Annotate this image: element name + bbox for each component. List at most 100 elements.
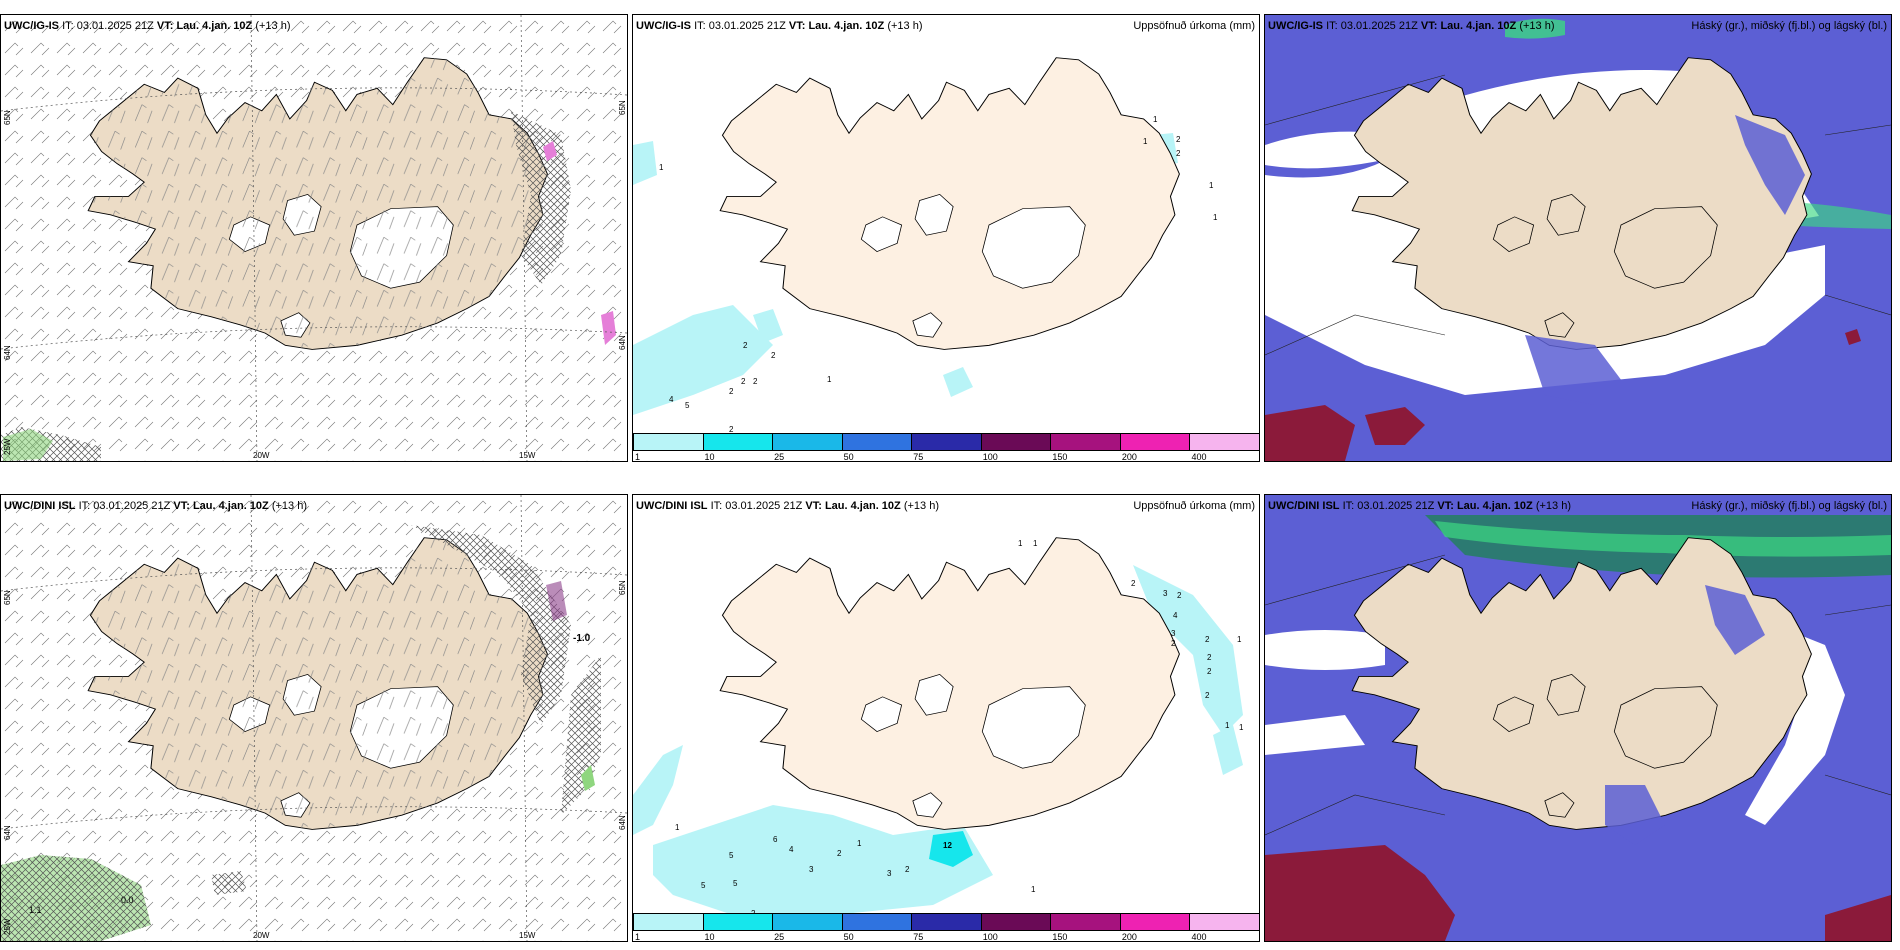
precip-label: 3	[1171, 629, 1176, 638]
colorbar-segment	[1050, 433, 1121, 451]
precip-label: 1	[659, 163, 664, 172]
colorbar-segment	[911, 913, 982, 931]
precip-label: 1	[827, 375, 832, 384]
lon-label-side: 25W	[3, 918, 12, 935]
colorbar-segment	[841, 913, 913, 931]
panel-bottom-left: UWC/DINI ISL IT: 03.01.2025 21Z VT: Lau.…	[0, 494, 628, 942]
colorbar-tick-label: 75	[913, 932, 924, 942]
colorbar-segment	[772, 913, 843, 931]
precip-label: 3	[809, 865, 814, 874]
precip-label: 1	[1239, 723, 1244, 732]
panel-title: UWC/DINI ISL IT: 03.01.2025 21Z VT: Lau.…	[4, 500, 307, 512]
lon-label-side: 25W	[3, 438, 12, 455]
precip-label: 1	[1153, 115, 1158, 124]
colorbar-tick-label: 150	[1052, 452, 1068, 462]
colorbar: 1 10 25 50 75 100 150 200 400	[633, 913, 1259, 941]
colorbar-segment	[911, 433, 982, 451]
lat-label: 64N	[618, 335, 627, 350]
lat-label: 64N	[618, 815, 627, 830]
precip-label: 1	[1213, 213, 1218, 222]
colorbar: 1 10 25 50 75 100 150 200 400	[633, 433, 1259, 461]
precip-label: 2	[837, 849, 842, 858]
precip-label: 2	[905, 865, 910, 874]
product-title: Háský (gr.), miðský (fj.bl.) og lágský (…	[1691, 500, 1887, 512]
panel-title: UWC/DINI ISL IT: 03.01.2025 21Z VT: Lau.…	[636, 500, 939, 512]
precip-label: 3	[1163, 589, 1168, 598]
lat-label: 65N	[618, 580, 627, 595]
precip-label: 1	[1031, 885, 1036, 894]
precip-label: 5	[729, 851, 734, 860]
colorbar-tick-label: 400	[1191, 932, 1207, 942]
colorbar-tick-label: 100	[982, 452, 998, 462]
precip-label: 1	[1143, 137, 1148, 146]
panel-title: UWC/IG-IS IT: 03.01.2025 21Z VT: Lau. 4.…	[636, 20, 923, 32]
precip-label: 2	[1176, 135, 1181, 144]
wind-map	[1, 495, 627, 941]
panel-top-left: UWC/IG-IS IT: 03.01.2025 21Z VT: Lau. 4.…	[0, 14, 628, 462]
precip-label: 6	[773, 835, 778, 844]
precip-map	[633, 57, 1180, 415]
precip-label: 1	[1018, 539, 1023, 548]
precip-label: 2	[1207, 667, 1212, 676]
panel-title: UWC/IG-IS IT: 03.01.2025 21Z VT: Lau. 4.…	[1268, 20, 1555, 32]
colorbar-tick-label: 50	[843, 932, 854, 942]
colorbar-tick-label: 150	[1052, 932, 1068, 942]
precip-label: 2	[1171, 639, 1176, 648]
colorbar-segment	[633, 433, 704, 451]
colorbar-segment	[702, 433, 774, 451]
panel-top-middle: UWC/IG-IS IT: 03.01.2025 21Z VT: Lau. 4.…	[632, 14, 1260, 462]
precip-label: 1	[1237, 635, 1242, 644]
precip-label: 5	[701, 881, 706, 890]
precip-label: 2	[729, 425, 734, 434]
precip-label: 2	[729, 387, 734, 396]
cloud-map	[1265, 495, 1891, 941]
lon-label: 15W	[519, 931, 536, 940]
contour-label: 0.0	[121, 895, 134, 905]
colorbar-segment	[1189, 913, 1259, 931]
precip-label: 2	[771, 351, 776, 360]
colorbar-tick-label: 25	[774, 452, 785, 462]
precip-label: 2	[743, 341, 748, 350]
precip-label: 2	[1176, 149, 1181, 158]
lon-label: 20W	[253, 451, 270, 460]
lat-label: 64N	[3, 825, 12, 840]
panel-bottom-middle: UWC/DINI ISL IT: 03.01.2025 21Z VT: Lau.…	[632, 494, 1260, 942]
colorbar-tick-label: 200	[1121, 932, 1137, 942]
product-title: Háský (gr.), miðský (fj.bl.) og lágský (…	[1691, 20, 1887, 32]
panel-top-right: UWC/IG-IS IT: 03.01.2025 21Z VT: Lau. 4.…	[1264, 14, 1892, 462]
precip-label: 5	[733, 879, 738, 888]
precip-label: 2	[753, 377, 758, 386]
precip-label: 1	[675, 823, 680, 832]
precip-label: 4	[669, 395, 674, 404]
lat-label: 65N	[618, 100, 627, 115]
lat-label: 65N	[3, 590, 12, 605]
panel-title: UWC/IG-IS IT: 03.01.2025 21Z VT: Lau. 4.…	[4, 20, 291, 32]
colorbar-tick-label: 1	[635, 452, 641, 462]
precip-label: 1	[857, 839, 862, 848]
precip-label: 12	[943, 841, 952, 850]
precip-label: 2	[1207, 653, 1212, 662]
colorbar-segment	[1119, 433, 1191, 451]
panel-title: UWC/DINI ISL IT: 03.01.2025 21Z VT: Lau.…	[1268, 500, 1571, 512]
precip-label: 3	[887, 869, 892, 878]
precip-label: 2	[1177, 591, 1182, 600]
colorbar-tick-label: 200	[1121, 452, 1137, 462]
colorbar-tick-label: 1	[635, 932, 641, 942]
colorbar-tick-label: 400	[1191, 452, 1207, 462]
precip-label: 2	[741, 377, 746, 386]
precip-label: 2	[1131, 579, 1136, 588]
precip-label: 2	[1205, 635, 1210, 644]
colorbar-tick-label: 10	[704, 932, 715, 942]
colorbar-segment	[841, 433, 913, 451]
precip-label: 2	[1205, 691, 1210, 700]
colorbar-segment	[1050, 913, 1121, 931]
product-title: Uppsöfnuð úrkoma (mm)	[1133, 500, 1255, 512]
lat-label: 64N	[3, 345, 12, 360]
colorbar-tick-label: 50	[843, 452, 854, 462]
colorbar-segment	[1189, 433, 1259, 451]
lat-label: 65N	[3, 110, 12, 125]
colorbar-segment	[1119, 913, 1191, 931]
panel-bottom-right: UWC/DINI ISL IT: 03.01.2025 21Z VT: Lau.…	[1264, 494, 1892, 942]
precip-label: 4	[1173, 611, 1178, 620]
lon-label: 20W	[253, 931, 270, 940]
